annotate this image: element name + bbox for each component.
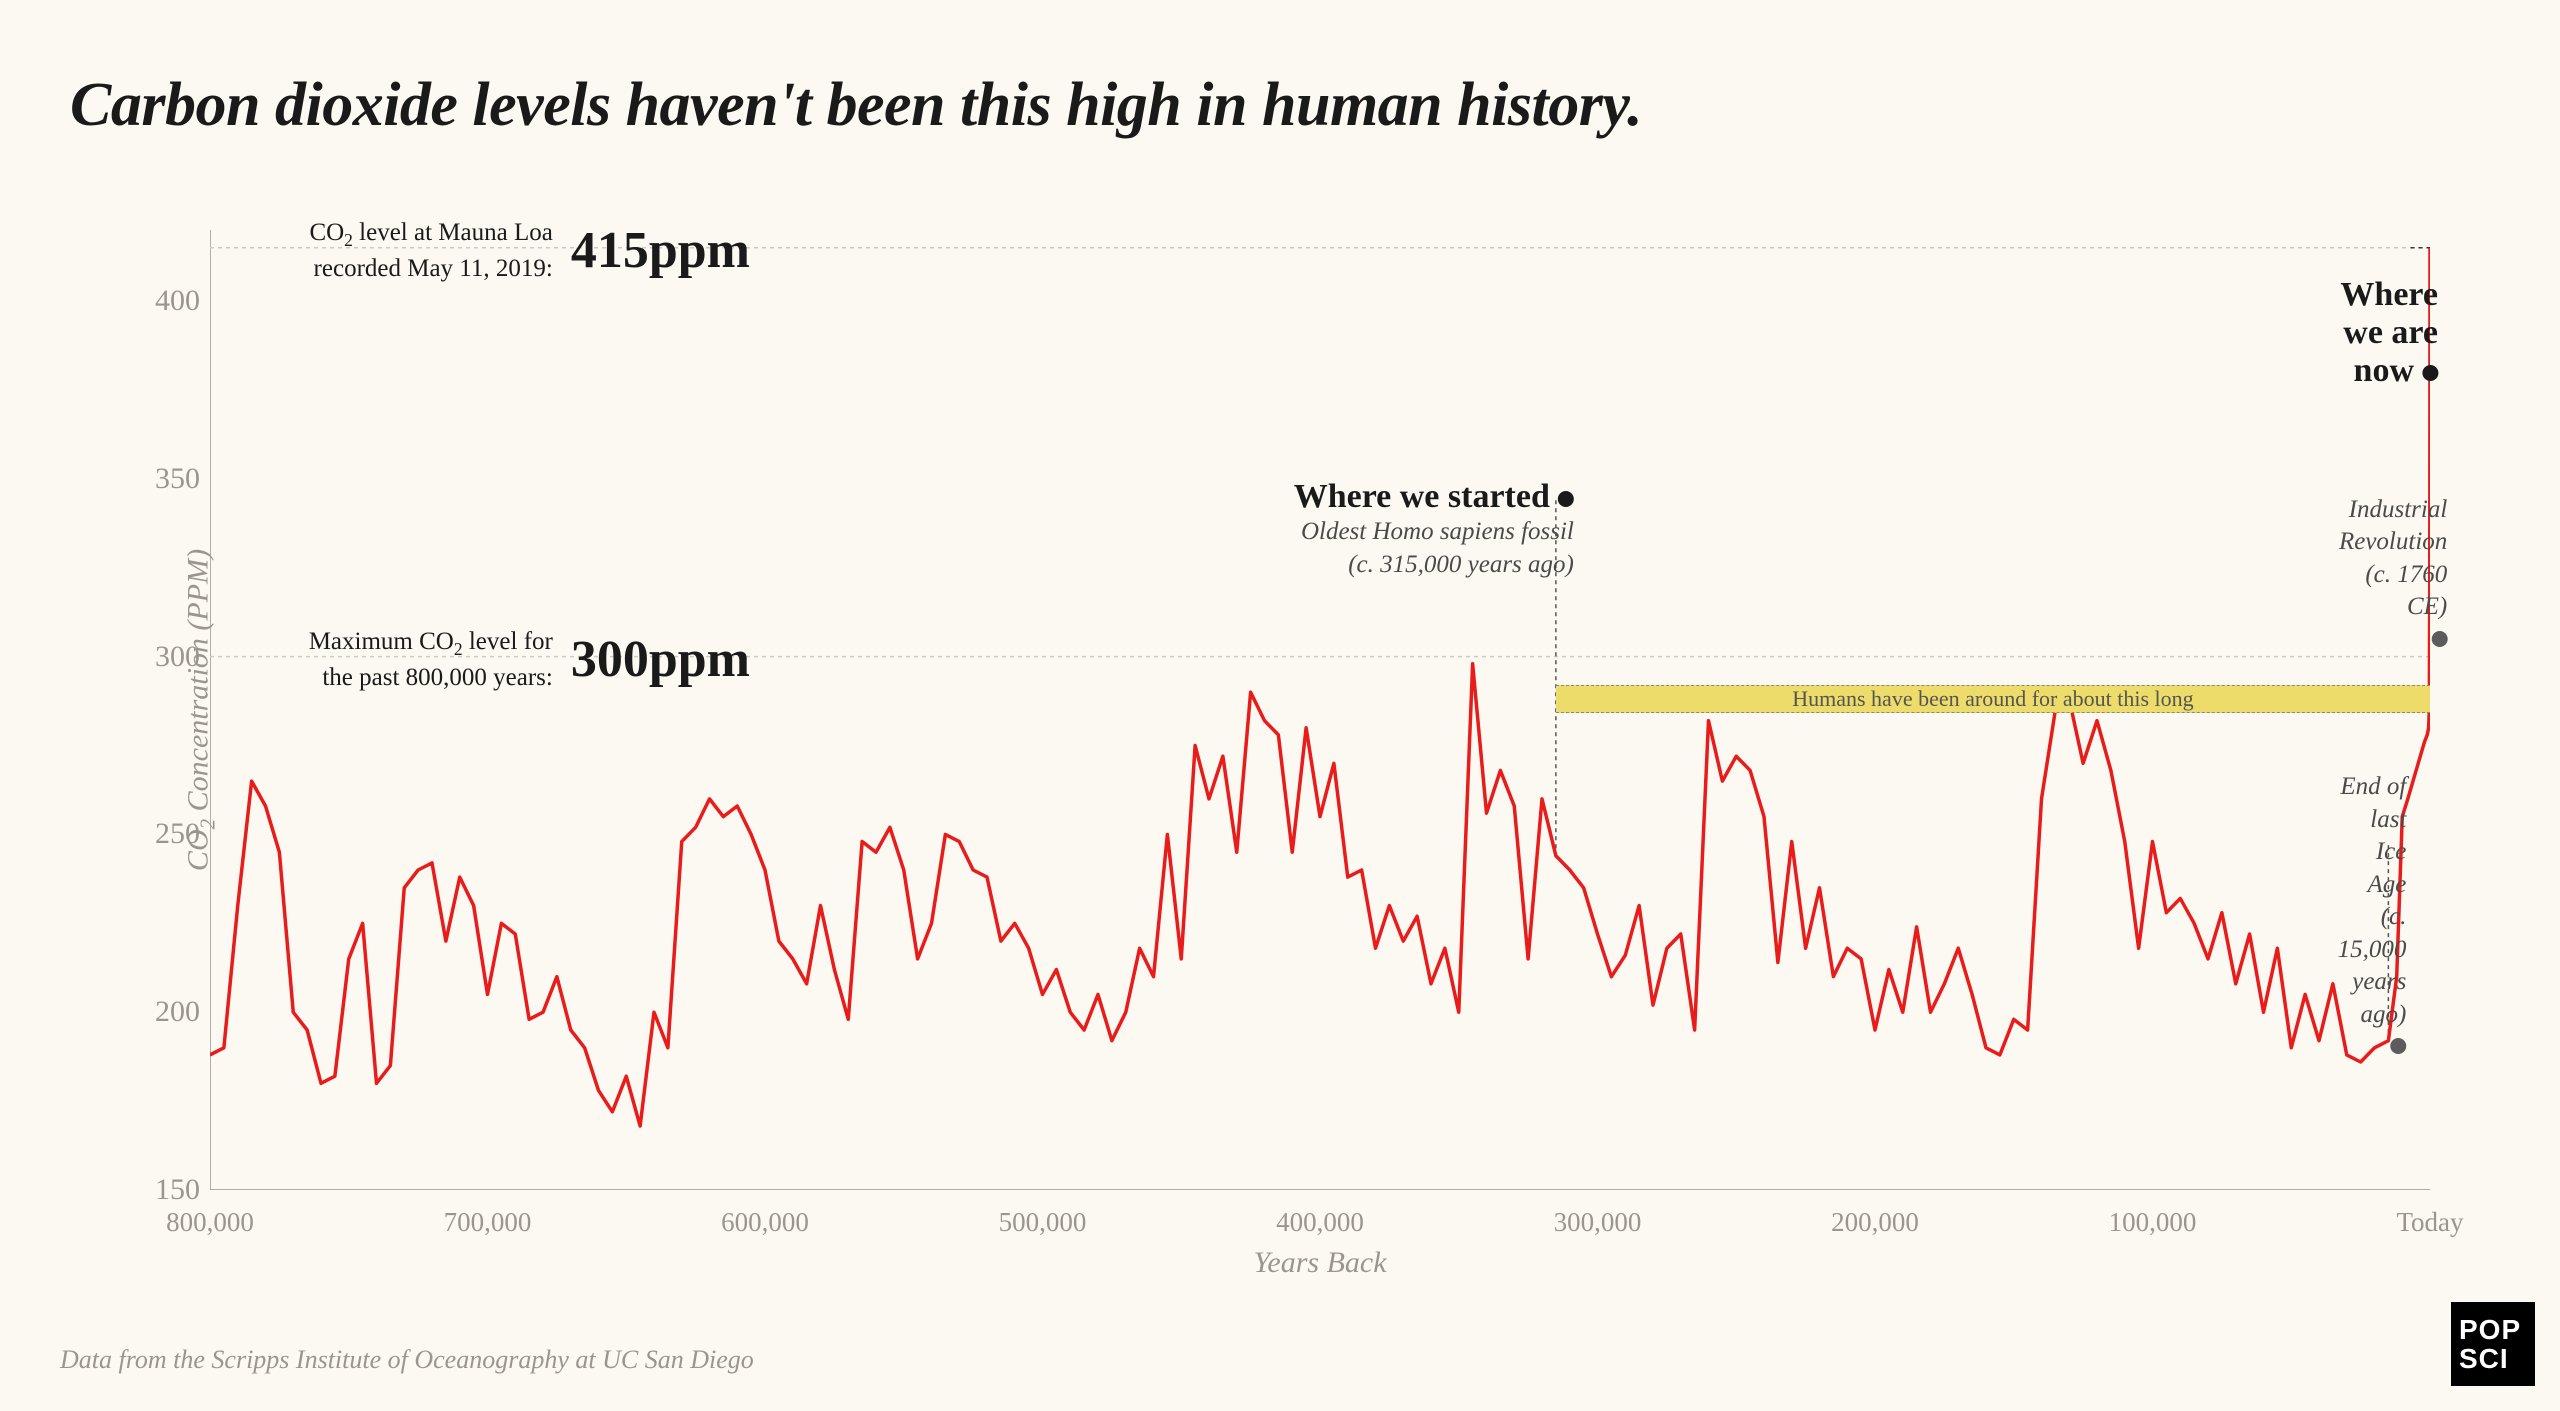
human-band: Humans have been around for about this l… [1556,685,2430,713]
dot-icon [2431,631,2447,647]
human-band-label: Humans have been around for about this l… [1792,686,2193,712]
anno-iceage-sub: End of last Ice Age [2338,771,2407,901]
dot-icon [1558,491,1574,507]
y-tick-label: 400 [120,284,200,318]
x-tick-label: 800,000 [166,1207,254,1238]
x-tick-label: Today [2396,1207,2463,1238]
x-axis-label: Years Back [1253,1246,1386,1280]
y-tick-label: 150 [120,1173,200,1207]
logo-line1: POP [2459,1315,2535,1344]
callout-300-value: 300ppm [571,630,750,689]
callout-300-label: Maximum CO2 level forthe past 800,000 ye… [309,625,553,695]
chart-area: CO2 Concentration (PPM) Years Back CO2 l… [210,230,2430,1190]
callout-300: Maximum CO2 level forthe past 800,000 ye… [290,625,750,695]
x-tick-label: 700,000 [444,1207,532,1238]
chart-container: Carbon dioxide levels haven't been this … [0,0,2560,1411]
x-tick-label: 500,000 [999,1207,1087,1238]
anno-iceage: End of last Ice Age (c. 15,000 years ago… [2338,771,2407,1055]
data-source-footer: Data from the Scripps Institute of Ocean… [60,1345,754,1375]
dot-icon [2422,365,2438,381]
x-tick-label: 300,000 [1554,1207,1642,1238]
anno-industrial-sub2: (c. 1760 CE) [2339,559,2447,624]
callout-415-label: CO2 level at Mauna Loarecorded May 11, 2… [309,216,552,286]
dot-icon [2390,1038,2406,1054]
y-tick-label: 200 [120,995,200,1029]
x-tick-label: 200,000 [1831,1207,1919,1238]
y-tick-label: 300 [120,640,200,674]
popsci-logo: POP SCI [2451,1302,2535,1386]
anno-started-sub: Oldest Homo sapiens fossil [1294,516,1574,549]
anno-now: Where we are now [2340,276,2438,390]
anno-industrial: Industrial Revolution (c. 1760 CE) [2339,494,2447,648]
anno-started-sub2: (c. 315,000 years ago) [1294,549,1574,582]
y-tick-label: 350 [120,462,200,496]
anno-now-head: Where we are now [2340,276,2438,390]
x-tick-label: 100,000 [2109,1207,2197,1238]
anno-started: Where we started Oldest Homo sapiens fos… [1294,478,1574,581]
y-tick-label: 250 [120,817,200,851]
callout-415: CO2 level at Mauna Loarecorded May 11, 2… [290,216,750,286]
anno-iceage-sub2: (c. 15,000 years ago) [2338,901,2407,1031]
x-tick-label: 400,000 [1276,1207,1364,1238]
chart-title: Carbon dioxide levels haven't been this … [60,70,2500,141]
logo-line2: SCI [2459,1344,2535,1373]
anno-industrial-sub: Industrial Revolution [2339,494,2447,559]
callout-415-value: 415ppm [571,221,750,280]
anno-started-head: Where we started [1294,478,1574,516]
x-tick-label: 600,000 [721,1207,809,1238]
